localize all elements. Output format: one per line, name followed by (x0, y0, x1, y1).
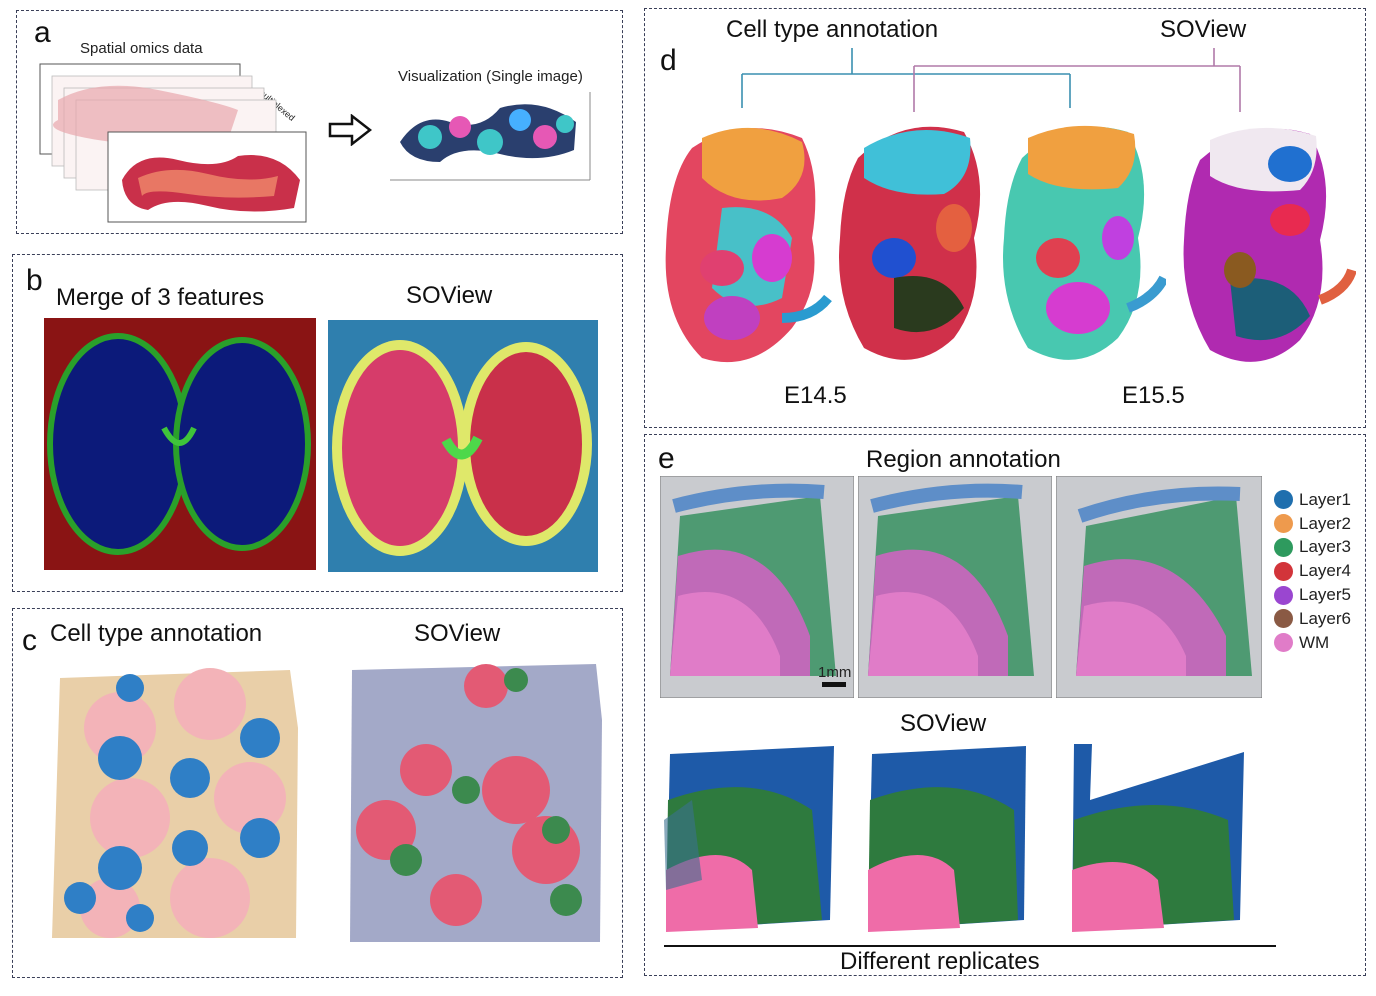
legend-swatch (1274, 490, 1293, 510)
legend-swatch (1274, 537, 1293, 557)
scale-bar-label: 1mm (818, 664, 852, 681)
panel-e-bottom-title: Different replicates (840, 948, 1040, 975)
soview-replicate-2 (864, 740, 1032, 938)
region-annotation-image-3 (1056, 476, 1262, 698)
cell-type-soview-image (346, 660, 602, 942)
legend-swatch (1274, 609, 1293, 629)
embryo-e14-5-soview-image (834, 118, 994, 376)
panel-a (16, 10, 623, 234)
panel-e-middle-title: SOView (900, 710, 987, 737)
panel-b-left-title: Merge of 3 features (56, 284, 265, 311)
kidney-soview-image (328, 320, 598, 572)
cell-type-annotation-image (50, 668, 300, 940)
kidney-merge-image (44, 318, 316, 570)
region-annotation-image-1 (660, 476, 854, 698)
panel-e (644, 434, 1366, 976)
embryo-e15-5-soview-image (1180, 120, 1356, 378)
legend-swatch (1274, 514, 1293, 534)
visualization-label: Visualization (Single image) (398, 68, 583, 85)
legend-item-layer5: Layer5 (1274, 583, 1351, 607)
stage-e15-5-label: E15.5 (1122, 382, 1185, 409)
panel-a-letter: a (34, 16, 51, 49)
replicates-baseline (664, 944, 1276, 948)
panel-d (644, 8, 1366, 428)
panel-d-connector-lines (730, 44, 1250, 114)
legend-swatch (1274, 561, 1293, 581)
legend-item-layer1: Layer1 (1274, 488, 1351, 512)
spatial-omics-label: Spatial omics data (80, 40, 203, 57)
legend-item-wm: WM (1274, 631, 1351, 655)
spatial-omics-stack-image (38, 60, 318, 226)
panel-b (12, 254, 623, 592)
legend-item-layer3: Layer3 (1274, 536, 1351, 560)
panel-e-top-title: Region annotation (866, 446, 1061, 473)
region-legend: Layer1 Layer2 Layer3 Layer4 Layer5 Layer… (1274, 488, 1351, 655)
embryo-e14-5-annotation-image (662, 118, 832, 376)
arrow-right-icon (328, 114, 372, 146)
soview-replicate-1 (662, 740, 840, 938)
panel-b-letter: b (26, 264, 43, 297)
visualization-single-image (390, 82, 596, 182)
panel-d-left-title: Cell type annotation (726, 16, 939, 43)
panel-d-letter: d (660, 44, 677, 77)
region-annotation-image-2 (858, 476, 1052, 698)
stage-e14-5-label: E14.5 (784, 382, 847, 409)
legend-item-layer4: Layer4 (1274, 559, 1351, 583)
embryo-e15-5-annotation-image (998, 118, 1166, 376)
legend-swatch (1274, 633, 1293, 653)
panel-b-right-title: SOView (406, 282, 493, 309)
legend-item-layer2: Layer2 (1274, 512, 1351, 536)
panel-c-letter: c (22, 624, 37, 657)
panel-c-left-title: Cell type annotation (50, 620, 263, 647)
panel-d-right-title: SOView (1160, 16, 1247, 43)
legend-item-layer6: Layer6 (1274, 607, 1351, 631)
soview-replicate-3 (1068, 740, 1248, 938)
legend-swatch (1274, 585, 1293, 605)
panel-c-right-title: SOView (414, 620, 501, 647)
panel-e-letter: e (658, 442, 675, 475)
panel-c (12, 608, 623, 978)
